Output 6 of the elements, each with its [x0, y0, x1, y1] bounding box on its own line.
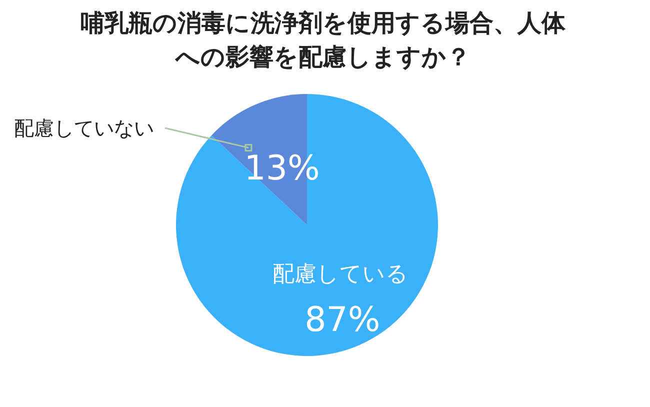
data-label: 87% — [304, 300, 380, 340]
slice-label: 配慮していない — [14, 116, 154, 140]
slice-label: 配慮している — [272, 262, 408, 288]
data-label: 13% — [244, 148, 320, 188]
pie-slice — [176, 94, 438, 356]
chart-title: 哺乳瓶の消毒に洗浄剤を使用する場合、人体への影響を配慮しますか？ — [80, 8, 566, 73]
